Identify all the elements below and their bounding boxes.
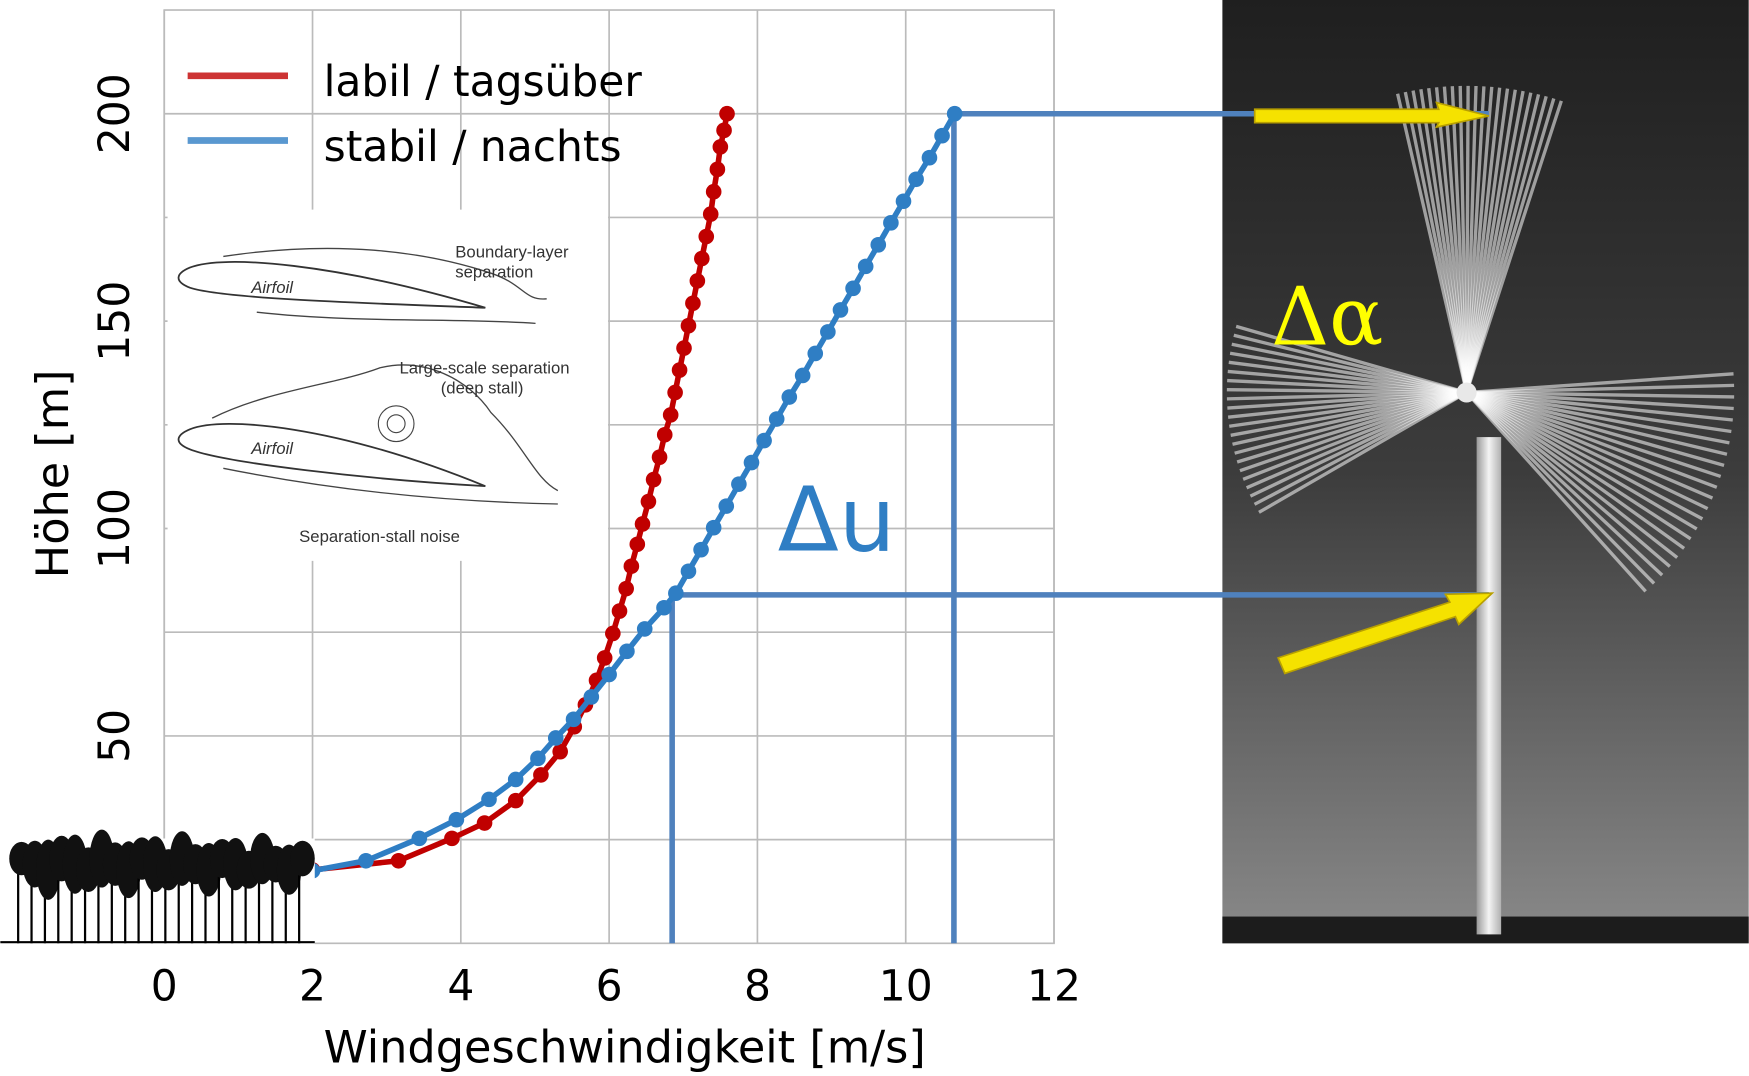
data-point xyxy=(672,362,688,378)
data-point xyxy=(667,385,683,401)
data-point xyxy=(548,730,564,746)
data-point xyxy=(685,295,701,311)
data-point xyxy=(807,346,823,362)
data-point xyxy=(530,751,546,767)
annotation: Δα xyxy=(1271,269,1383,363)
data-point xyxy=(922,150,938,166)
data-point xyxy=(690,273,706,289)
x-tick-label: 0 xyxy=(151,962,178,1011)
data-point xyxy=(731,476,747,492)
data-point xyxy=(703,206,719,222)
data-point xyxy=(716,123,732,139)
data-point xyxy=(698,229,714,245)
data-point xyxy=(769,411,785,427)
x-tick-label: 10 xyxy=(879,962,933,1011)
data-point xyxy=(533,767,549,783)
data-point xyxy=(676,340,692,356)
tower xyxy=(1477,437,1502,934)
inset-label: Separation-stall noise xyxy=(299,527,460,546)
data-point xyxy=(618,581,634,597)
data-point xyxy=(744,455,760,471)
inset-label: (deep stall) xyxy=(441,379,524,398)
data-point xyxy=(858,259,874,275)
legend-label: labil / tagsüber xyxy=(324,57,643,106)
data-point xyxy=(635,516,651,532)
data-point xyxy=(656,600,672,616)
inset-label: Large-scale separation xyxy=(399,358,569,377)
data-point xyxy=(612,603,628,619)
data-point xyxy=(668,585,684,601)
data-point xyxy=(795,368,811,384)
y-tick-label: 200 xyxy=(90,73,139,154)
data-point xyxy=(508,772,524,788)
y-axis-label: Höhe [m] xyxy=(27,369,79,578)
x-tick-label: 12 xyxy=(1027,962,1081,1011)
data-point xyxy=(597,650,613,666)
airfoil-inset: Boundary-layer separation Airfoil Large-… xyxy=(168,210,608,561)
data-point xyxy=(637,621,653,637)
data-point xyxy=(477,815,493,831)
data-point xyxy=(508,793,524,809)
data-point xyxy=(845,281,861,297)
data-point xyxy=(782,389,798,405)
x-tick-label: 4 xyxy=(447,962,474,1011)
data-point xyxy=(681,563,697,579)
inset-label: Airfoil xyxy=(250,439,294,458)
data-point xyxy=(629,536,645,552)
data-point xyxy=(756,433,772,449)
data-point xyxy=(820,324,836,340)
data-point xyxy=(663,407,679,423)
x-axis-label: Windgeschwindigkeit [m/s] xyxy=(324,1021,926,1073)
crown xyxy=(290,841,315,877)
y-tick-label: 100 xyxy=(90,488,139,569)
data-point xyxy=(601,667,617,683)
data-point xyxy=(605,626,621,642)
data-point xyxy=(641,494,657,510)
inset-label: Airfoil xyxy=(250,278,294,297)
data-point xyxy=(934,128,950,144)
x-tick-label: 8 xyxy=(744,962,771,1011)
data-point xyxy=(896,193,912,209)
data-point xyxy=(481,792,497,808)
data-point xyxy=(833,302,849,318)
data-point xyxy=(706,520,722,536)
turbine-photo xyxy=(1222,0,1748,943)
x-tick-label: 6 xyxy=(596,962,623,1011)
data-point xyxy=(693,542,709,558)
data-point xyxy=(681,318,697,334)
data-point xyxy=(908,171,924,187)
data-point xyxy=(449,812,465,828)
data-point xyxy=(710,162,726,178)
data-point xyxy=(652,449,668,465)
data-point xyxy=(619,643,635,659)
data-point xyxy=(566,712,582,728)
data-point xyxy=(694,251,710,267)
data-point xyxy=(584,689,600,705)
data-point xyxy=(444,831,460,847)
data-point xyxy=(411,831,427,847)
y-tick-label: 50 xyxy=(90,709,139,763)
data-point xyxy=(719,106,735,122)
data-point xyxy=(713,139,729,155)
data-point xyxy=(718,498,734,514)
data-point xyxy=(657,427,673,443)
x-tick-label: 2 xyxy=(299,962,326,1011)
data-point xyxy=(646,472,662,488)
y-tick-label: 150 xyxy=(90,281,139,362)
data-point xyxy=(947,106,963,122)
legend-label: stabil / nachts xyxy=(324,122,622,171)
inset-label: Boundary-layer xyxy=(455,243,569,262)
data-point xyxy=(624,558,640,574)
inset-label: separation xyxy=(455,263,533,282)
data-point xyxy=(706,184,722,200)
annotation: Δu xyxy=(778,469,896,573)
trees xyxy=(0,830,314,946)
data-point xyxy=(883,215,899,231)
chart: Boundary-layer separation Airfoil Large-… xyxy=(0,0,1749,1076)
data-point xyxy=(358,853,374,869)
data-point xyxy=(870,237,886,253)
data-point xyxy=(391,853,407,869)
data-point xyxy=(552,744,568,760)
hub xyxy=(1457,382,1477,402)
